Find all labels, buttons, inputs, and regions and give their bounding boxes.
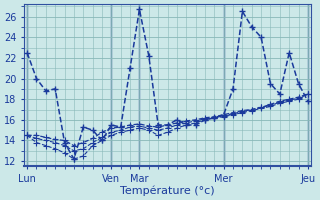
X-axis label: Température (°c): Température (°c) (120, 185, 215, 196)
